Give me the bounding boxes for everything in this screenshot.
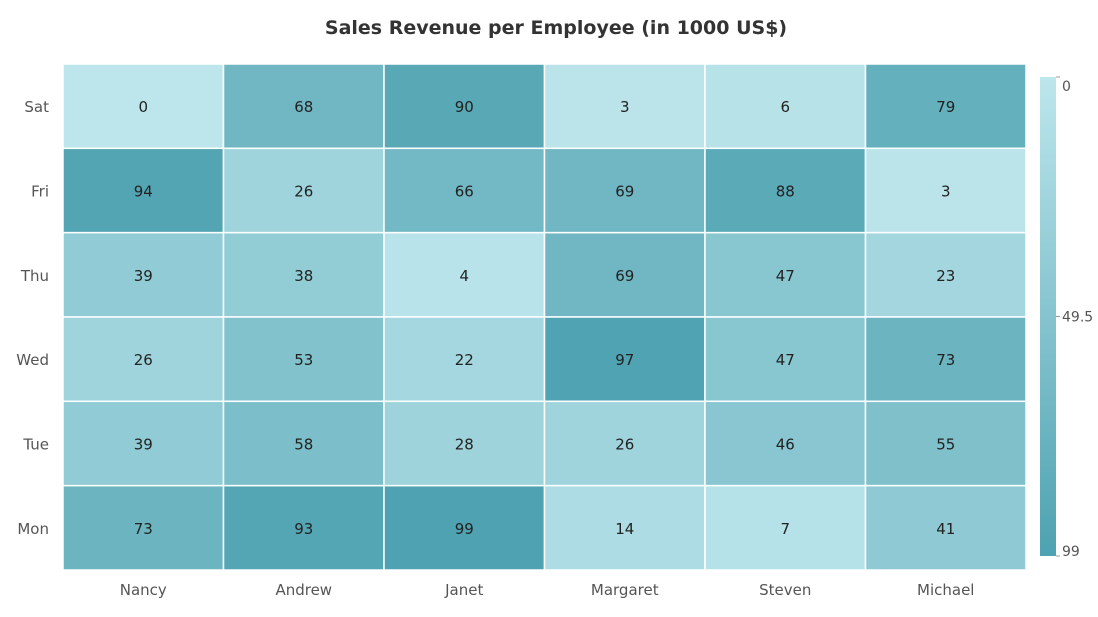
heatmap-cell	[543, 400, 706, 487]
heatmap-cells	[62, 63, 1027, 571]
heatmap-cell	[222, 316, 385, 403]
chart-title: Sales Revenue per Employee (in 1000 US$)	[325, 17, 787, 39]
cell-value-label: 4	[459, 267, 469, 285]
heatmap-cell	[864, 147, 1027, 234]
color-legend: 0 49.5 99	[1040, 76, 1093, 560]
heatmap-cell	[383, 63, 546, 150]
heatmap-cell	[864, 400, 1027, 487]
cell-value-label: 0	[138, 98, 148, 116]
heatmap-cell	[864, 63, 1027, 150]
x-axis-label: Nancy	[120, 581, 167, 599]
y-axis-label: Mon	[17, 520, 49, 538]
cell-value-label: 23	[936, 267, 955, 285]
cell-value-label: 73	[134, 520, 153, 538]
heatmap-cell	[543, 63, 706, 150]
cell-value-label: 39	[134, 267, 153, 285]
legend-label: 99	[1062, 544, 1080, 560]
cell-value-label: 69	[615, 267, 634, 285]
cell-value-label: 22	[455, 351, 474, 369]
cell-value-label: 79	[936, 98, 955, 116]
cell-value-label: 90	[455, 98, 474, 116]
heatmap-cell	[704, 231, 867, 318]
heatmap-cell	[543, 484, 706, 571]
cell-value-label: 39	[134, 436, 153, 454]
cell-value-label: 47	[776, 267, 795, 285]
heatmap-labels: 0 68 90 3 6 79 94 26 66 69 88 3 39 38 4 69 47 23 26 53 22 97 4…	[134, 98, 956, 538]
heatmap-cell	[543, 147, 706, 234]
heatmap-cell	[62, 400, 225, 487]
heatmap-cell	[864, 316, 1027, 403]
cell-value-label: 94	[134, 183, 153, 201]
cell-value-label: 14	[615, 520, 634, 538]
cell-value-label: 6	[780, 98, 790, 116]
heatmap-cell	[62, 316, 225, 403]
cell-value-label: 38	[294, 267, 313, 285]
heatmap-cell	[864, 484, 1027, 571]
heatmap-cell	[543, 316, 706, 403]
cell-value-label: 53	[294, 351, 313, 369]
heatmap-axes: Sat Fri Thu Wed Tue Mon Nancy Andrew Janet Margar…	[16, 98, 974, 599]
cell-value-label: 93	[294, 520, 313, 538]
cell-value-label: 46	[776, 436, 795, 454]
x-axis-label: Margaret	[591, 581, 659, 599]
legend-label: 0	[1062, 79, 1071, 95]
heatmap-cell	[543, 231, 706, 318]
y-axis-label: Wed	[16, 351, 49, 369]
cell-value-label: 58	[294, 436, 313, 454]
heatmap-cell	[383, 400, 546, 487]
cell-value-label: 28	[455, 436, 474, 454]
y-axis-label: Fri	[31, 183, 49, 201]
cell-value-label: 47	[776, 351, 795, 369]
cell-value-label: 68	[294, 98, 313, 116]
cell-value-label: 66	[455, 183, 474, 201]
heatmap-cell	[704, 484, 867, 571]
x-axis-label: Andrew	[275, 581, 332, 599]
heatmap-cell	[704, 400, 867, 487]
cell-value-label: 26	[134, 351, 153, 369]
cell-value-label: 26	[294, 183, 313, 201]
cell-value-label: 69	[615, 183, 634, 201]
heatmap-cell	[62, 484, 225, 571]
y-axis-label: Thu	[20, 267, 49, 285]
y-axis-label: Sat	[24, 98, 49, 116]
heatmap-cell	[62, 63, 225, 150]
heatmap-cell	[864, 231, 1027, 318]
x-axis-label: Michael	[917, 581, 974, 599]
cell-value-label: 41	[936, 520, 955, 538]
cell-value-label: 97	[615, 351, 634, 369]
cell-value-label: 3	[620, 98, 630, 116]
cell-value-label: 3	[941, 183, 951, 201]
cell-value-label: 7	[780, 520, 790, 538]
legend-gradient-bar	[1040, 77, 1056, 556]
cell-value-label: 88	[776, 183, 795, 201]
x-axis-label: Steven	[759, 581, 811, 599]
cell-value-label: 99	[455, 520, 474, 538]
heatmap-cell	[222, 63, 385, 150]
cell-value-label: 73	[936, 351, 955, 369]
heatmap-cell	[62, 231, 225, 318]
heatmap-cell	[222, 231, 385, 318]
x-axis-label: Janet	[444, 581, 483, 599]
legend-label: 49.5	[1062, 310, 1093, 326]
y-axis-label: Tue	[22, 436, 49, 454]
heatmap-cell	[222, 147, 385, 234]
cell-value-label: 55	[936, 436, 955, 454]
heatmap-cell	[383, 316, 546, 403]
heatmap-cell	[704, 316, 867, 403]
heatmap-cell	[704, 63, 867, 150]
cell-value-label: 26	[615, 436, 634, 454]
